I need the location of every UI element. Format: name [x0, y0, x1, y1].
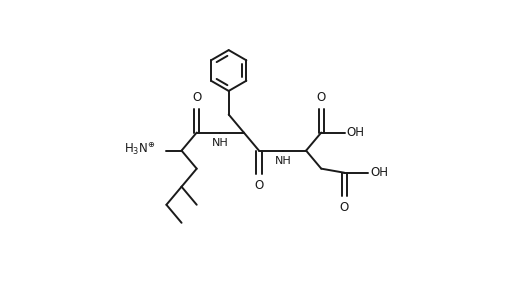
Text: O: O: [254, 179, 264, 192]
Text: O: O: [192, 91, 201, 104]
FancyBboxPatch shape: [66, 34, 466, 275]
Text: H$_3$N$^{\oplus}$: H$_3$N$^{\oplus}$: [124, 141, 155, 157]
Text: OH: OH: [347, 126, 365, 139]
Text: NH: NH: [212, 138, 229, 148]
Text: NH: NH: [275, 156, 291, 166]
Text: OH: OH: [370, 166, 388, 179]
Text: O: O: [340, 201, 349, 215]
Text: O: O: [317, 91, 326, 104]
